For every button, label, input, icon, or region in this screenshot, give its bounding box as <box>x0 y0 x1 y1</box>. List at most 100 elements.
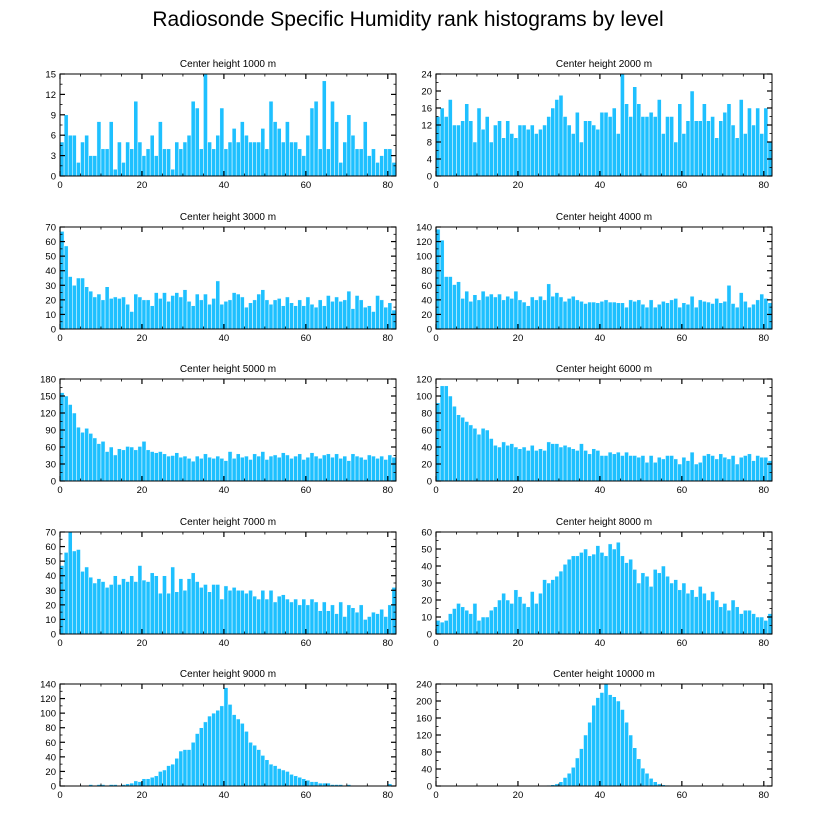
histogram-bar <box>162 453 167 482</box>
histogram-bar <box>509 603 515 635</box>
histogram-bar <box>108 584 114 635</box>
histogram-bar <box>579 443 584 482</box>
histogram-bar <box>620 555 625 635</box>
y-tick-label: 160 <box>416 714 432 725</box>
histogram-bar <box>603 455 609 482</box>
histogram-bar <box>480 129 486 177</box>
histogram-bar <box>186 749 192 787</box>
histogram-bar <box>227 141 233 177</box>
histogram-bar <box>297 777 303 787</box>
y-tick-label: 10 <box>45 615 56 626</box>
histogram-bar <box>747 306 752 330</box>
histogram-bar <box>550 443 556 482</box>
histogram-bar <box>464 103 470 177</box>
histogram-bar <box>755 299 760 330</box>
histogram-bar <box>272 765 278 787</box>
histogram-bar <box>538 592 543 635</box>
histogram-bar <box>661 458 666 482</box>
histogram-bar <box>702 301 707 330</box>
histogram-bar <box>681 302 687 330</box>
histogram-bar <box>583 548 588 635</box>
histogram-bar <box>190 742 196 787</box>
histogram-bar <box>542 450 547 482</box>
histogram-bar <box>501 137 506 177</box>
histogram-bar <box>689 589 695 635</box>
histogram-bar <box>525 129 531 177</box>
histogram-bar <box>558 446 564 482</box>
histogram-bar <box>681 133 687 177</box>
histogram-bar <box>338 301 343 330</box>
histogram-bar <box>616 133 621 177</box>
histogram-bar <box>554 575 560 635</box>
y-tick-label: 180 <box>40 375 56 386</box>
histogram-bar <box>489 293 494 330</box>
histogram-bar <box>256 749 262 787</box>
histogram-bar <box>59 392 65 482</box>
histogram-bar <box>439 621 445 635</box>
histogram-bar <box>76 426 81 482</box>
histogram-bar <box>141 778 147 787</box>
histogram-bar <box>129 446 135 482</box>
histogram-bar <box>669 582 674 635</box>
histogram-panel: Center height 10000 m 0 20 40 60 80 0 40 80 120 16… <box>416 669 773 801</box>
histogram-bar <box>726 458 732 482</box>
x-tick-label: 60 <box>677 485 688 496</box>
histogram-bar <box>244 592 249 635</box>
histogram-bar <box>326 453 331 482</box>
histogram-bar <box>309 598 315 635</box>
histogram-bar <box>235 141 241 177</box>
histogram-bar <box>706 599 711 635</box>
histogram-bar <box>334 613 339 635</box>
histogram-bar <box>509 133 515 177</box>
histogram-bar <box>67 134 73 177</box>
histogram-bar <box>616 700 621 787</box>
histogram-bar <box>636 103 642 177</box>
histogram-bar <box>72 285 77 330</box>
histogram-bar <box>734 463 740 482</box>
histogram-bar <box>190 460 196 482</box>
histogram-bar <box>628 734 633 787</box>
histogram-bar <box>710 455 715 482</box>
histogram-bar <box>591 553 597 635</box>
histogram-bar <box>379 455 384 482</box>
histogram-bar <box>281 769 286 787</box>
histogram-bar <box>640 455 646 482</box>
histogram-bar <box>199 727 204 787</box>
histogram-bar <box>166 592 171 635</box>
histogram-bar <box>628 299 633 330</box>
histogram-bar <box>194 107 200 177</box>
histogram-bar <box>305 779 311 787</box>
histogram-bar <box>178 456 184 482</box>
histogram-bar <box>452 124 457 177</box>
histogram-bar <box>219 303 225 330</box>
x-tick-label: 40 <box>219 333 230 344</box>
x-tick-label: 0 <box>433 485 438 496</box>
histogram-bar <box>367 616 372 635</box>
histogram-bar <box>145 148 151 177</box>
histogram-bar <box>747 107 752 177</box>
y-tick-label: 90 <box>45 426 56 437</box>
histogram-bar <box>244 134 249 177</box>
histogram-bar <box>211 458 216 482</box>
histogram-bar <box>211 148 216 177</box>
histogram-bar <box>718 606 724 635</box>
histogram-bar <box>546 441 551 482</box>
histogram-bar <box>182 749 188 787</box>
histogram-bar <box>371 148 376 177</box>
histogram-bar <box>747 609 752 635</box>
histogram-bar <box>722 456 728 482</box>
histogram-bar <box>595 545 601 635</box>
histogram-bar <box>661 565 666 635</box>
histogram-bar <box>334 121 339 177</box>
histogram-bar <box>240 296 245 330</box>
histogram-bar <box>207 591 212 635</box>
histogram-bar <box>80 277 85 330</box>
histogram-bar <box>689 90 695 177</box>
x-tick-label: 20 <box>137 333 148 344</box>
histogram-bar <box>104 286 110 330</box>
histogram-bar <box>313 100 319 177</box>
histogram-bar <box>92 582 98 635</box>
histogram-bar <box>88 155 94 177</box>
histogram-bar <box>648 778 654 787</box>
histogram-bar <box>534 450 539 482</box>
